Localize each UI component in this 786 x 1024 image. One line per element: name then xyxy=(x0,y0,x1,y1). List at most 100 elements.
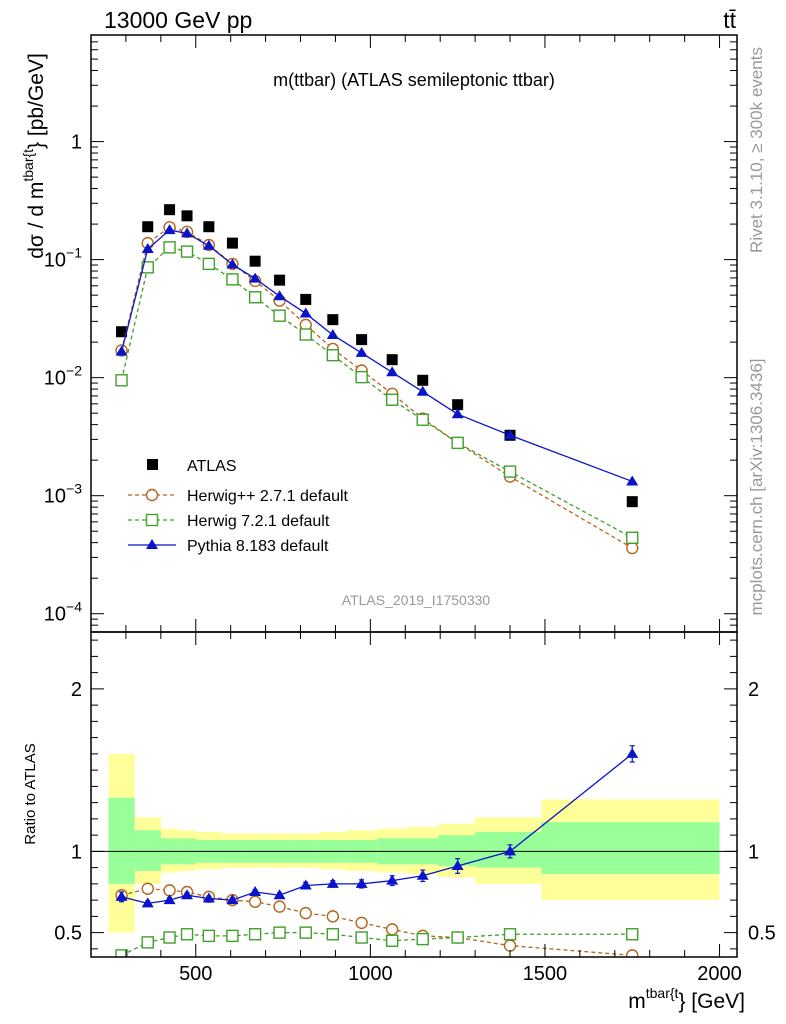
ratio-band-stat xyxy=(134,830,161,871)
ratio-point-herwigpp xyxy=(355,916,368,930)
rivet-version-label: Rivet 3.1.10, ≥ 300k events xyxy=(747,47,766,253)
ratio-point-herwig7 xyxy=(326,928,340,941)
legend-entry-herwig7: Herwig 7.2.1 default xyxy=(128,513,330,530)
legend-entry-atlas: ATLAS xyxy=(147,458,237,475)
main-point-atlas xyxy=(249,255,261,267)
ratio-y-tick-label: 1 xyxy=(71,841,82,863)
ratio-point-pythia xyxy=(226,894,239,905)
ratio-point-pythia xyxy=(163,894,176,905)
main-point-atlas xyxy=(626,496,638,508)
ratio-band-stat xyxy=(438,835,476,866)
main-y-tick-base: 10 xyxy=(44,250,66,272)
main-point-atlas xyxy=(164,204,176,216)
ratio-x-tick-label: 1000 xyxy=(348,963,393,985)
main-y-tick-base: 10 xyxy=(44,604,66,626)
main-point-atlas xyxy=(300,293,312,305)
main-point-pythia xyxy=(273,290,286,301)
main-point-pythia xyxy=(451,408,464,419)
ratio-y-tick-label-right: 1 xyxy=(748,841,759,863)
main-point-herwig7 xyxy=(163,241,176,254)
main-point-atlas xyxy=(142,221,154,233)
ratio-y-tick-label: 2 xyxy=(71,679,82,701)
main-line-herwigpp xyxy=(120,226,633,549)
ratio-point-pythia xyxy=(386,874,399,885)
main-y-tick-label: 10−4 xyxy=(44,599,82,626)
ratio-x-tick-label: 1500 xyxy=(523,963,568,985)
main-point-pythia xyxy=(163,224,176,235)
ratio-point-herwig7 xyxy=(226,929,239,943)
xlabel-unit: } [GeV] xyxy=(678,990,745,1013)
legend-entry-pythia: Pythia 8.183 default xyxy=(128,538,329,555)
xlabel-main: m xyxy=(628,990,646,1013)
ratio-y-tick-label-right: 0.5 xyxy=(748,923,776,945)
main-point-pythia xyxy=(115,345,128,356)
main-point-atlas xyxy=(327,314,339,326)
ratio-point-herwigpp xyxy=(385,923,399,936)
main-point-pythia xyxy=(299,307,312,318)
ratio-band-stat xyxy=(541,822,720,875)
ratio-x-tick-label: 500 xyxy=(179,963,212,985)
main-point-atlas xyxy=(417,374,429,386)
main-point-pythia xyxy=(226,258,239,269)
main-point-herwig7 xyxy=(180,245,194,258)
ylabel-main: dσ / d m xyxy=(25,182,48,259)
main-point-herwig7 xyxy=(248,291,262,304)
ratio-point-pythia xyxy=(202,892,215,903)
main-point-herwig7 xyxy=(299,328,312,341)
main-point-pythia xyxy=(141,243,154,254)
process-label: tt̄ xyxy=(723,7,736,33)
ratio-point-herwigpp xyxy=(503,939,517,952)
main-point-pythia xyxy=(326,328,339,339)
main-y-tick-label: 10−3 xyxy=(44,481,82,508)
main-point-herwig7 xyxy=(503,465,517,478)
main-y-tick-label: 10−2 xyxy=(44,363,82,390)
main-point-atlas xyxy=(116,326,128,338)
ratio-series-layer xyxy=(115,745,639,957)
ratio-point-herwig7 xyxy=(451,931,464,944)
ratio-point-herwig7 xyxy=(416,932,429,946)
main-point-atlas xyxy=(274,274,286,286)
ratio-point-herwig7 xyxy=(355,931,368,944)
main-title: m(ttbar) (ATLAS semileptonic ttbar) xyxy=(273,70,555,90)
ratio-point-pythia xyxy=(626,747,639,758)
main-point-herwig7 xyxy=(226,273,239,286)
main-point-atlas xyxy=(203,221,215,233)
main-point-pythia xyxy=(626,475,639,486)
main-point-pythia xyxy=(386,366,399,377)
legend-marker-herwigpp xyxy=(145,488,159,502)
main-point-herwig7 xyxy=(355,370,368,384)
ratio-xlabel: mtbar{t} [GeV] xyxy=(628,985,745,1013)
ratio-line-herwig7 xyxy=(121,931,633,956)
ratio-band-stat xyxy=(108,797,135,884)
legend-marker-pythia xyxy=(146,539,158,549)
main-point-herwigpp xyxy=(626,541,639,555)
main-y-tick-base: 10 xyxy=(44,368,66,390)
ratio-point-pythia xyxy=(326,877,339,888)
main-point-pythia xyxy=(202,239,215,250)
main-point-herwig7 xyxy=(326,348,340,362)
ratio-point-herwigpp xyxy=(141,882,154,895)
ratio-bands-layer xyxy=(91,753,737,933)
legend-label-pythia: Pythia 8.183 default xyxy=(187,538,329,555)
main-point-atlas xyxy=(452,399,464,411)
ratio-point-herwigpp xyxy=(248,895,262,908)
main-point-herwig7 xyxy=(451,436,464,450)
ratio-panel: 0.5 0.5 1 1 2 2 500 1000 1500 2000 Ratio to ATLAS… xyxy=(22,631,776,1013)
main-y-tick-exp: −3 xyxy=(66,481,82,497)
main-y-tick-exp: −1 xyxy=(66,245,82,261)
ratio-point-herwig7 xyxy=(273,926,286,939)
legend-entry-herwigpp: Herwig++ 2.7.1 default xyxy=(128,488,349,505)
main-y-tick-label: 1 xyxy=(71,132,82,154)
main-y-tick-exp: −4 xyxy=(66,599,82,615)
main-ticks-layer: 10−410−310−210−11 xyxy=(44,34,737,633)
main-y-tick-exp: −2 xyxy=(66,363,82,379)
ylabel-sup: tbar{t xyxy=(20,149,36,182)
main-panel: 10−410−310−210−11 m(ttbar) (ATLAS semile… xyxy=(20,34,738,633)
main-point-herwig7 xyxy=(202,257,216,271)
main-ylabel: dσ / d mtbar{t} [pb/GeV] xyxy=(20,53,48,259)
legend-label-herwigpp: Herwig++ 2.7.1 default xyxy=(187,488,349,505)
main-point-herwig7 xyxy=(385,393,399,406)
legend-marker-atlas xyxy=(147,459,158,470)
ylabel-unit: } [pb/GeV] xyxy=(25,53,48,149)
